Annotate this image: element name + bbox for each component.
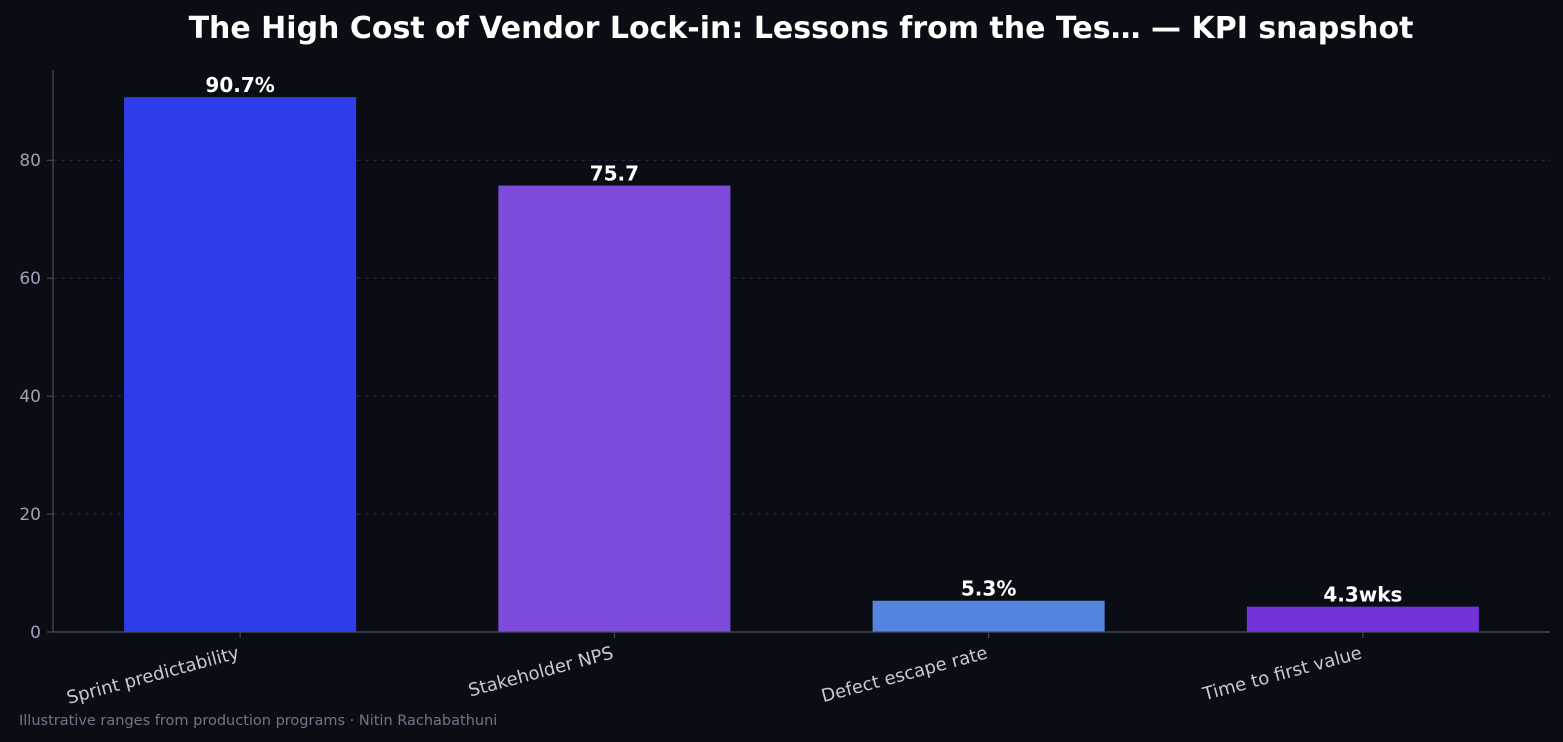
y-tick-label: 20: [19, 505, 41, 525]
bar-value-label: 5.3%: [961, 577, 1016, 601]
bars: [124, 97, 1479, 633]
axes: [47, 70, 1550, 638]
y-tick-label: 40: [19, 387, 41, 407]
bar: [498, 185, 731, 632]
bar: [872, 600, 1105, 632]
x-tick-label: Time to first value: [1200, 643, 1364, 706]
bar-value-label: 75.7: [590, 162, 639, 186]
bar-value-label: 90.7%: [205, 73, 274, 97]
x-tick-label: Defect escape rate: [819, 643, 990, 708]
footnote: Illustrative ranges from production prog…: [19, 713, 497, 729]
bar: [1246, 606, 1479, 632]
x-tick-label: Stakeholder NPS: [466, 643, 616, 702]
bar: [124, 97, 357, 633]
chart-title: The High Cost of Vendor Lock-in: Lessons…: [189, 11, 1414, 46]
bar-value-label: 4.3wks: [1323, 583, 1402, 607]
y-tick-label: 80: [19, 151, 41, 171]
y-tick-label: 60: [19, 269, 41, 289]
y-tick-label: 0: [30, 623, 41, 643]
x-tick-label: Sprint predictability: [65, 642, 242, 708]
